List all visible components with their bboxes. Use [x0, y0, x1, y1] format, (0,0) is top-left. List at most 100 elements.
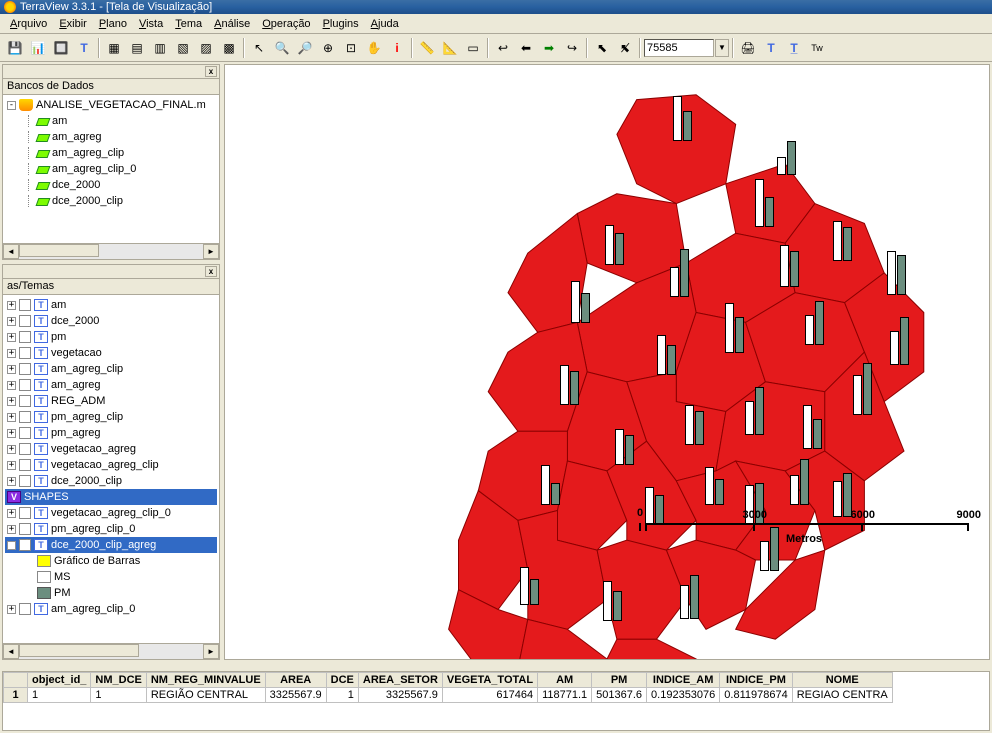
- tb-zoomarea-icon[interactable]: ⊕: [317, 37, 339, 59]
- layer-am[interactable]: am: [5, 113, 217, 129]
- tb-zoomin-icon[interactable]: 🔍: [271, 37, 293, 59]
- tb-layers-icon[interactable]: 📊: [27, 37, 49, 59]
- col-PM[interactable]: PM: [592, 673, 647, 688]
- panel1-close[interactable]: x: [205, 66, 217, 77]
- menu-plano[interactable]: Plano: [93, 16, 133, 32]
- layer-am_agreg_clip[interactable]: am_agreg_clip: [5, 145, 217, 161]
- tb-tile4-icon[interactable]: ▧: [172, 37, 194, 59]
- theme-am_agreg_clip[interactable]: +Tam_agreg_clip: [5, 361, 217, 377]
- tb-tile3-icon[interactable]: ▥: [149, 37, 171, 59]
- tb-tile1-icon[interactable]: ▦: [103, 37, 125, 59]
- tb-zoomfit-icon[interactable]: ⊡: [340, 37, 362, 59]
- col-INDICE_PM[interactable]: INDICE_PM: [720, 673, 792, 688]
- tb-tw-icon[interactable]: Tw: [806, 37, 828, 59]
- tb-t-icon[interactable]: T: [73, 37, 95, 59]
- theme-REG_ADM[interactable]: +TREG_ADM: [5, 393, 217, 409]
- cell[interactable]: 617464: [442, 688, 537, 703]
- tb-undo-icon[interactable]: ↩: [492, 37, 514, 59]
- tb-nocursor-icon[interactable]: ⬉̸: [614, 37, 636, 59]
- cell[interactable]: 3325567.9: [265, 688, 326, 703]
- theme-vegetacao_agreg_clip[interactable]: +Tvegetacao_agreg_clip: [5, 457, 217, 473]
- cell[interactable]: REGIAO CENTRA: [792, 688, 892, 703]
- panel2-close[interactable]: x: [205, 266, 217, 277]
- menu-operação[interactable]: Operação: [256, 16, 316, 32]
- cell[interactable]: 501367.6: [592, 688, 647, 703]
- layer-dce_2000_clip[interactable]: dce_2000_clip: [5, 193, 217, 209]
- menu-plugins[interactable]: Plugins: [317, 16, 365, 32]
- cell[interactable]: 1: [28, 688, 91, 703]
- cell[interactable]: 118771.1: [538, 688, 592, 703]
- cell[interactable]: REGIÃO CENTRAL: [146, 688, 265, 703]
- theme-pm_agreg[interactable]: +Tpm_agreg: [5, 425, 217, 441]
- col-VEGETA_TOTAL[interactable]: VEGETA_TOTAL: [442, 673, 537, 688]
- legend-MS[interactable]: MS: [5, 569, 217, 585]
- menu-tema[interactable]: Tema: [169, 16, 208, 32]
- menu-exibir[interactable]: Exibir: [53, 16, 93, 32]
- col-NM_REG_MINVALUE[interactable]: NM_REG_MINVALUE: [146, 673, 265, 688]
- layer-am_agreg[interactable]: am_agreg: [5, 129, 217, 145]
- scale-input[interactable]: [644, 39, 714, 57]
- layer-dce_2000[interactable]: dce_2000: [5, 177, 217, 193]
- tb-pan-icon[interactable]: ✋: [363, 37, 385, 59]
- tb-info-icon[interactable]: i: [386, 37, 408, 59]
- col-NM_DCE[interactable]: NM_DCE: [91, 673, 146, 688]
- tb-pointer-icon[interactable]: ↖: [248, 37, 270, 59]
- tb-text1-icon[interactable]: T: [760, 37, 782, 59]
- menu-arquivo[interactable]: Arquivo: [4, 16, 53, 32]
- tb-cursor-icon[interactable]: ⬉: [591, 37, 613, 59]
- layer-am_agreg_clip_0[interactable]: am_agreg_clip_0: [5, 161, 217, 177]
- tb-print-icon[interactable]: 🖨: [737, 37, 759, 59]
- cell[interactable]: 1: [326, 688, 358, 703]
- col-NOME[interactable]: NOME: [792, 673, 892, 688]
- tb-tile5-icon[interactable]: ▨: [195, 37, 217, 59]
- menu-vista[interactable]: Vista: [133, 16, 169, 32]
- col-DCE[interactable]: DCE: [326, 673, 358, 688]
- legend-PM[interactable]: PM: [5, 585, 217, 601]
- tb-db-icon[interactable]: 💾: [4, 37, 26, 59]
- map-viewport[interactable]: 0 3000 6000 9000 Metros: [224, 64, 990, 660]
- tb-redo-icon[interactable]: ↪: [561, 37, 583, 59]
- theme-pm[interactable]: +Tpm: [5, 329, 217, 345]
- tb-fwd-icon[interactable]: ➡: [538, 37, 560, 59]
- theme-am_agreg[interactable]: +Tam_agreg: [5, 377, 217, 393]
- tb-tile2-icon[interactable]: ▤: [126, 37, 148, 59]
- tb-back-icon[interactable]: ⬅: [515, 37, 537, 59]
- theme-dce_2000_clip[interactable]: +Tdce_2000_clip: [5, 473, 217, 489]
- cell[interactable]: 1: [91, 688, 146, 703]
- p1-scroll-left[interactable]: ◄: [3, 244, 19, 259]
- cell[interactable]: 0.811978674: [720, 688, 792, 703]
- row-header[interactable]: 1: [4, 688, 28, 703]
- col-INDICE_AM[interactable]: INDICE_AM: [647, 673, 720, 688]
- tb-text2-icon[interactable]: T̲: [783, 37, 805, 59]
- col-AREA[interactable]: AREA: [265, 673, 326, 688]
- cell[interactable]: 3325567.9: [358, 688, 442, 703]
- tb-view-icon[interactable]: 🔲: [50, 37, 72, 59]
- theme-vegetacao_agreg[interactable]: +Tvegetacao_agreg: [5, 441, 217, 457]
- col-AM[interactable]: AM: [538, 673, 592, 688]
- p2-scroll-left[interactable]: ◄: [3, 644, 19, 659]
- shape-pm_agreg_clip_0[interactable]: +Tpm_agreg_clip_0: [5, 521, 217, 537]
- tb-select-icon[interactable]: ▭: [462, 37, 484, 59]
- col-object_id_[interactable]: object_id_: [28, 673, 91, 688]
- data-table[interactable]: object_id_NM_DCENM_REG_MINVALUEAREADCEAR…: [2, 671, 990, 731]
- tb-zoomout-icon[interactable]: 🔎: [294, 37, 316, 59]
- scale-dropdown[interactable]: ▼: [715, 39, 729, 57]
- shapes-group[interactable]: VSHAPES: [5, 489, 217, 505]
- shape-vegetacao_agreg_clip_0[interactable]: +Tvegetacao_agreg_clip_0: [5, 505, 217, 521]
- tb-tile6-icon[interactable]: ▩: [218, 37, 240, 59]
- theme-am[interactable]: +Tam: [5, 297, 217, 313]
- theme-pm_agreg_clip[interactable]: +Tpm_agreg_clip: [5, 409, 217, 425]
- theme-dce_2000[interactable]: +Tdce_2000: [5, 313, 217, 329]
- p2-scroll-right[interactable]: ►: [203, 644, 219, 659]
- db-root[interactable]: -ANALISE_VEGETACAO_FINAL.m: [5, 97, 217, 113]
- theme-vegetacao[interactable]: +Tvegetacao: [5, 345, 217, 361]
- p1-scroll-right[interactable]: ►: [203, 244, 219, 259]
- tb-ruler-icon[interactable]: 📐: [439, 37, 461, 59]
- menu-ajuda[interactable]: Ajuda: [365, 16, 405, 32]
- cell[interactable]: 0.192353076: [647, 688, 720, 703]
- shape-dce_2000_clip_agreg[interactable]: -Tdce_2000_clip_agreg: [5, 537, 217, 553]
- col-AREA_SETOR[interactable]: AREA_SETOR: [358, 673, 442, 688]
- legend-Gráfico de Barras[interactable]: Gráfico de Barras: [5, 553, 217, 569]
- tb-measure-icon[interactable]: 📏: [416, 37, 438, 59]
- shape-am_agreg_clip_0[interactable]: +Tam_agreg_clip_0: [5, 601, 217, 617]
